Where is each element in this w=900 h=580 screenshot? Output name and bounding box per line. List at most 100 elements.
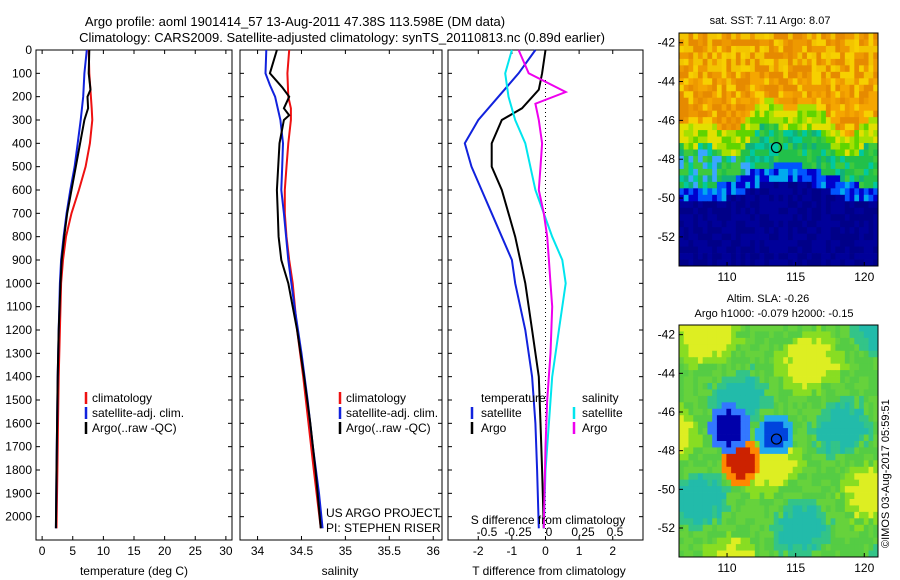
- map-cell: [830, 473, 836, 481]
- map-cell: [759, 544, 765, 551]
- map-cell: [844, 84, 850, 92]
- map-cell: [816, 78, 822, 86]
- map-cell: [745, 434, 751, 442]
- map-cell: [702, 39, 708, 47]
- map-cell: [830, 240, 836, 247]
- map-cell: [735, 499, 741, 506]
- map-cell: [707, 194, 713, 202]
- map-cell: [712, 33, 718, 40]
- map-cell: [745, 181, 751, 189]
- map-cell: [731, 123, 737, 131]
- map-cell: [859, 233, 865, 241]
- map-cell: [688, 65, 694, 73]
- map-cell: [802, 363, 808, 371]
- map-cell: [716, 325, 723, 332]
- map-cell: [745, 33, 751, 40]
- map-cell: [688, 402, 694, 410]
- map-cell: [821, 544, 827, 551]
- map-cell: [863, 71, 869, 79]
- map-cell: [863, 466, 869, 474]
- map-cell: [783, 201, 789, 209]
- map-cell: [849, 421, 855, 429]
- map-cell: [787, 408, 794, 416]
- map-cell: [740, 428, 746, 435]
- map-cell: [811, 544, 817, 551]
- map-cell: [844, 58, 850, 66]
- map-cell: [693, 421, 699, 429]
- map-cell: [769, 33, 775, 40]
- map-cell: [679, 350, 685, 358]
- map-cell: [716, 123, 723, 131]
- map-cell: [697, 337, 704, 345]
- map-cell: [797, 84, 803, 92]
- map-cell: [787, 181, 794, 189]
- map-cell: [697, 408, 704, 416]
- y-tick-label: 1600: [5, 416, 32, 430]
- map-cell: [811, 233, 817, 241]
- map-cell: [716, 181, 723, 189]
- map-cell: [792, 499, 798, 506]
- map-cell: [754, 544, 760, 551]
- map-cell: [693, 201, 699, 209]
- map-cell: [735, 91, 741, 99]
- map-cell: [783, 71, 789, 79]
- map-cell: [773, 188, 779, 196]
- map-cell: [844, 207, 850, 215]
- map-cell: [769, 395, 775, 403]
- map-cell: [811, 136, 817, 144]
- map-cell: [835, 220, 841, 228]
- map-cell: [726, 460, 732, 468]
- map-cell: [778, 337, 784, 345]
- map-cell: [750, 123, 756, 131]
- map-cell: [731, 97, 737, 105]
- map-cell: [712, 155, 718, 163]
- map-cell: [716, 511, 723, 519]
- map-cell: [707, 181, 713, 189]
- map-cell: [797, 52, 803, 60]
- map-cell: [821, 214, 827, 222]
- map-cell: [873, 395, 879, 403]
- map-cell: [816, 110, 822, 118]
- map-cell: [683, 325, 689, 332]
- map-cell: [840, 201, 846, 209]
- map-cell: [697, 91, 704, 99]
- map-cell: [697, 110, 704, 118]
- map-cell: [726, 155, 732, 163]
- map-cell: [816, 259, 822, 267]
- y-tick-label: 1300: [5, 346, 32, 360]
- map-cell: [769, 65, 775, 73]
- map-cell: [830, 344, 836, 352]
- map-cell: [683, 337, 689, 345]
- map-cell: [726, 201, 732, 209]
- map-cell: [702, 71, 708, 79]
- map-cell: [735, 408, 741, 416]
- map-cell: [679, 259, 685, 267]
- map-cell: [840, 402, 846, 410]
- map-cell: [835, 136, 841, 144]
- map-cell: [707, 136, 713, 144]
- map-cell: [835, 143, 841, 150]
- map-cell: [679, 505, 685, 513]
- map-cell: [712, 104, 718, 112]
- map-frame: [678, 324, 879, 558]
- map-cell: [835, 227, 841, 235]
- map-cell: [754, 421, 760, 429]
- map-cell: [750, 246, 756, 254]
- map-cell: [773, 214, 779, 222]
- map-cell: [773, 518, 779, 526]
- map-cell: [863, 453, 869, 461]
- map-cell: [759, 130, 765, 137]
- map-cell: [802, 207, 808, 215]
- map-cell: [716, 415, 723, 423]
- map-cell: [830, 181, 836, 189]
- map-cell: [759, 123, 765, 131]
- map-cell: [740, 518, 746, 526]
- map-cell: [731, 110, 737, 118]
- map-cell: [816, 350, 822, 358]
- map-cell: [702, 104, 708, 112]
- map-cell: [754, 143, 760, 150]
- map-cell: [707, 337, 713, 345]
- map-cell: [802, 194, 808, 202]
- map-cell: [783, 370, 789, 377]
